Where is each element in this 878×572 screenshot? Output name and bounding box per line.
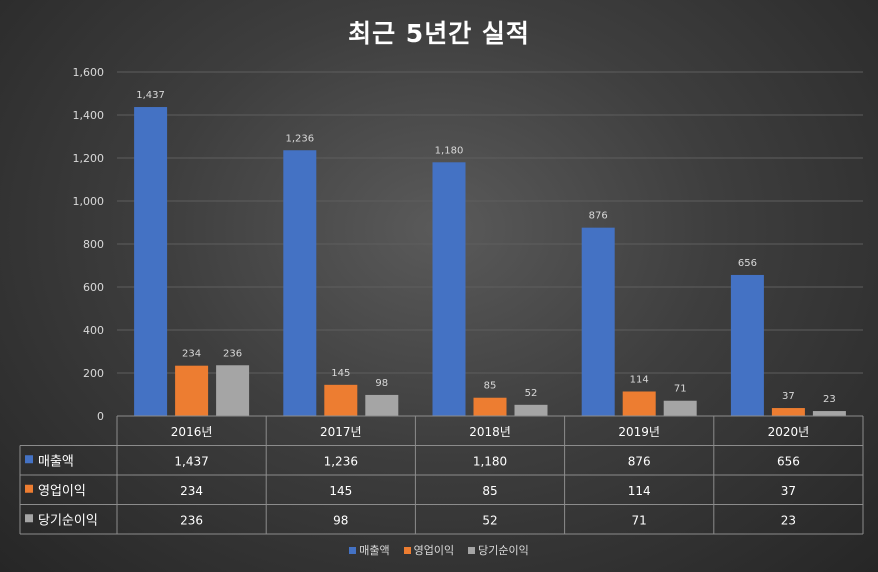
table-cell: 876 xyxy=(628,454,651,468)
bar xyxy=(731,275,764,416)
x-tick-label: 2017년 xyxy=(320,425,362,439)
x-tick-label: 2019년 xyxy=(618,425,660,439)
y-tick-label: 600 xyxy=(83,281,104,294)
table-cell: 1,236 xyxy=(324,454,358,468)
bar xyxy=(813,411,846,416)
data-label: 52 xyxy=(525,388,538,399)
data-label: 236 xyxy=(223,348,242,359)
data-label: 98 xyxy=(375,378,388,389)
table-cell: 145 xyxy=(329,484,352,498)
table-cell: 1,180 xyxy=(473,454,507,468)
data-label: 145 xyxy=(331,368,350,379)
legend-swatch xyxy=(404,547,411,554)
legend-label: 당기순이익 xyxy=(478,542,529,558)
data-label: 876 xyxy=(589,211,608,222)
legend-label: 영업이익 xyxy=(414,542,454,558)
table-legend-swatch xyxy=(25,455,33,463)
data-label: 1,437 xyxy=(136,90,165,101)
data-label: 114 xyxy=(630,374,649,385)
bar xyxy=(433,162,466,416)
y-tick-label: 1,000 xyxy=(73,195,105,208)
data-label: 1,180 xyxy=(435,145,464,156)
data-label: 37 xyxy=(782,391,795,402)
chart-plot-area: 0 200 400 600 800 1,000 1,200 1,400 1,600 1,437 23… xyxy=(0,0,878,572)
bar xyxy=(623,391,656,416)
table-series-label: 매출액 xyxy=(38,454,74,469)
bar xyxy=(664,401,697,416)
data-label: 85 xyxy=(484,381,497,392)
table-cell: 98 xyxy=(333,513,348,527)
bar xyxy=(283,150,316,416)
table-cell: 37 xyxy=(781,484,796,498)
bar xyxy=(134,107,167,416)
bar xyxy=(175,366,208,416)
table-series-label: 당기순이익 xyxy=(38,513,98,528)
y-tick-label: 400 xyxy=(83,324,104,337)
table-cell: 234 xyxy=(180,484,203,498)
legend-swatch xyxy=(468,547,475,554)
table-cell: 114 xyxy=(628,484,651,498)
table-cell: 52 xyxy=(482,513,497,527)
data-label: 23 xyxy=(823,394,836,405)
table-series-label: 영업이익 xyxy=(38,484,86,499)
data-label: 71 xyxy=(674,384,687,395)
y-tick-label: 200 xyxy=(83,367,104,380)
y-tick-label: 1,200 xyxy=(73,152,105,165)
y-tick-label: 0 xyxy=(97,410,104,423)
bar xyxy=(772,408,805,416)
legend-item: 당기순이익 xyxy=(468,542,529,558)
table-cell: 71 xyxy=(632,513,647,527)
bar xyxy=(515,405,548,416)
y-tick-label: 1,400 xyxy=(73,109,105,122)
table-legend-swatch xyxy=(25,514,33,522)
data-label: 656 xyxy=(738,258,757,269)
bar xyxy=(324,385,357,416)
y-tick-label: 1,600 xyxy=(73,66,105,79)
bar xyxy=(365,395,398,416)
legend-item: 영업이익 xyxy=(404,542,454,558)
table-cell: 85 xyxy=(482,484,497,498)
chart-container: 최근 5년간 실적 0 200 400 600 800 1,000 1,200 1,400 1,… xyxy=(0,0,878,572)
legend-label: 매출액 xyxy=(359,542,389,558)
table-cell: 1,437 xyxy=(174,454,208,468)
x-tick-label: 2018년 xyxy=(469,425,511,439)
legend-swatch xyxy=(349,547,356,554)
table-cell: 23 xyxy=(781,513,796,527)
data-label: 234 xyxy=(182,349,201,360)
table-cell: 236 xyxy=(180,513,203,527)
bar xyxy=(582,228,615,416)
y-tick-label: 800 xyxy=(83,238,104,251)
bar xyxy=(216,365,249,416)
chart-legend: 매출액 영업이익 당기순이익 xyxy=(0,542,878,558)
bar xyxy=(474,398,507,416)
table-legend-swatch xyxy=(25,485,33,493)
data-label: 1,236 xyxy=(285,133,314,144)
x-tick-label: 2016년 xyxy=(171,425,213,439)
x-tick-label: 2020년 xyxy=(768,425,810,439)
legend-item: 매출액 xyxy=(349,542,389,558)
table-cell: 656 xyxy=(777,454,800,468)
